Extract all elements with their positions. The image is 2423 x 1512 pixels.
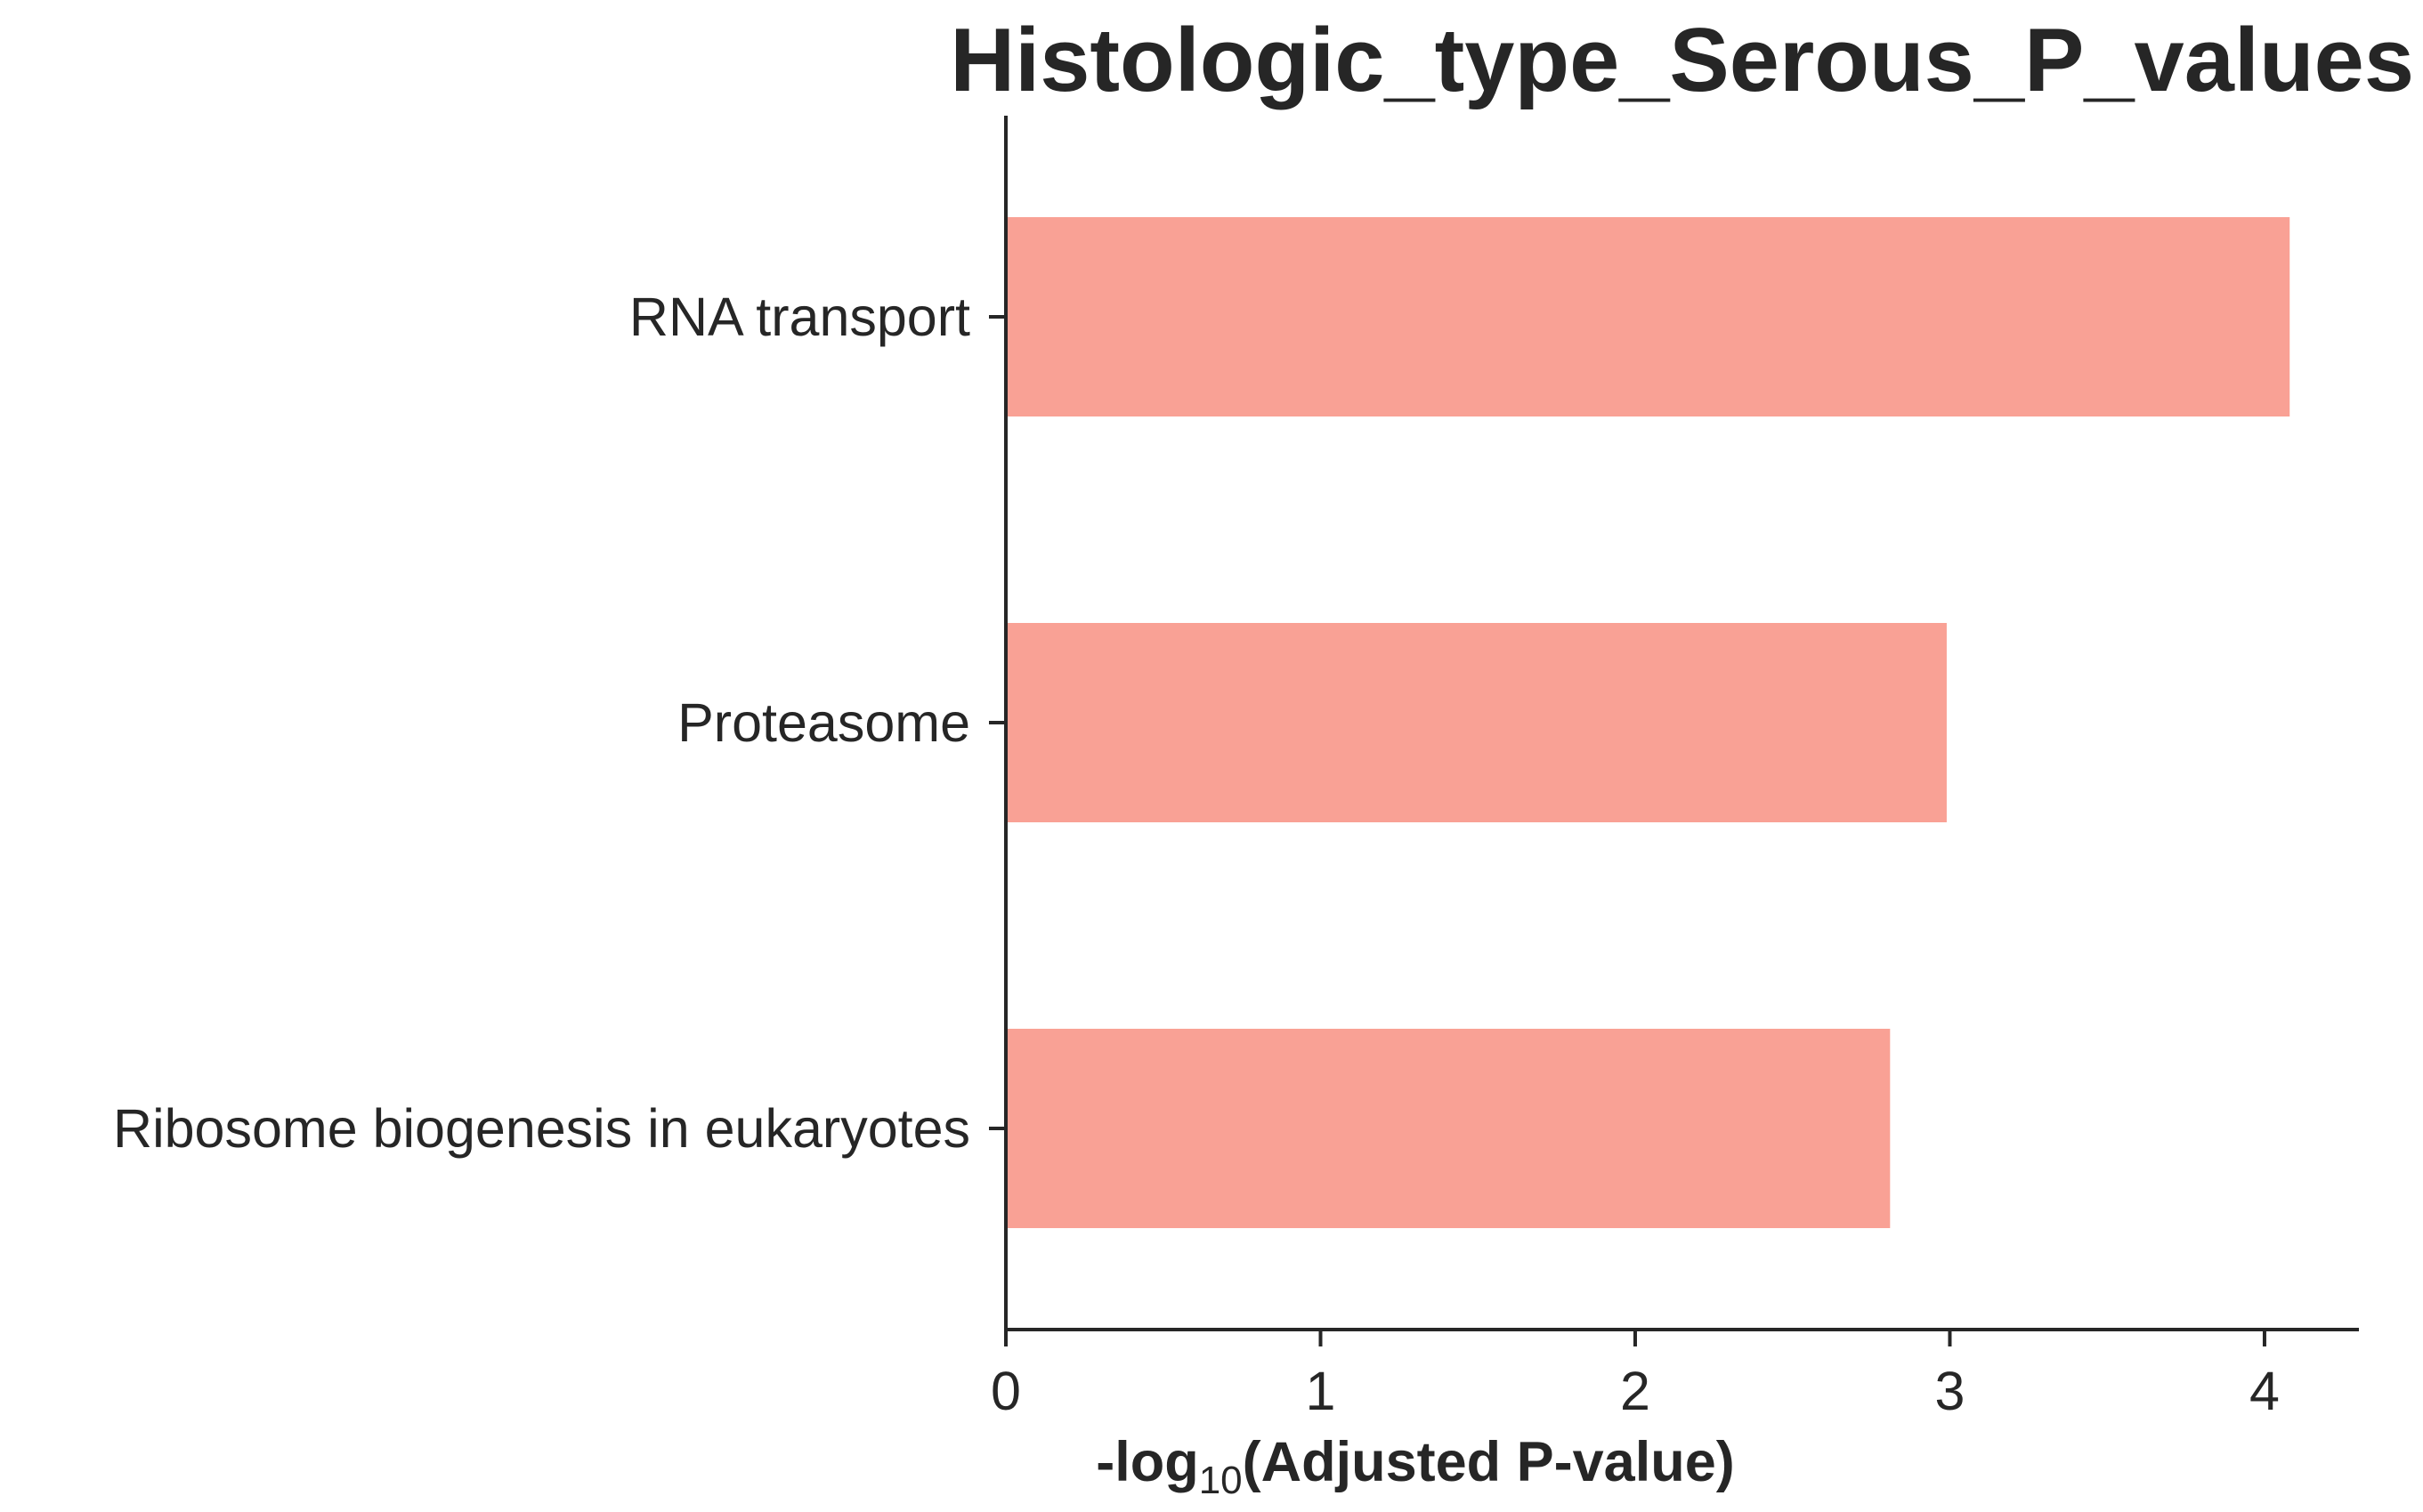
chart-title: Histologic_type_Serous_P_values — [950, 11, 2414, 110]
x-tick-label: 4 — [2249, 1361, 2280, 1421]
y-tick-label: Ribosome biogenesis in eukaryotes — [113, 1098, 970, 1159]
x-ticks-group: 0 1 2 3 4 — [991, 1330, 2280, 1421]
x-axis-label-suffix: (Adjusted P-value) — [1243, 1431, 1735, 1493]
x-axis-label-prefix: -log — [1096, 1431, 1198, 1493]
x-axis-label-subscript: 10 — [1199, 1459, 1243, 1502]
x-axis-label: -log10(Adjusted P-value) — [1096, 1431, 1734, 1502]
x-tick-label: 3 — [1934, 1361, 1965, 1421]
y-tick-label: Proteasome — [677, 692, 970, 753]
bars-group — [1006, 217, 2290, 1228]
x-tick-label: 2 — [1620, 1361, 1650, 1421]
y-tick-label: RNA transport — [629, 287, 970, 347]
bar — [1006, 623, 1947, 822]
x-tick-label: 1 — [1306, 1361, 1336, 1421]
bar — [1006, 217, 2290, 416]
x-tick-label: 0 — [991, 1361, 1021, 1421]
bar — [1006, 1029, 1891, 1228]
y-ticks-group: RNA transport Proteasome Ribosome biogenes… — [113, 287, 1006, 1159]
